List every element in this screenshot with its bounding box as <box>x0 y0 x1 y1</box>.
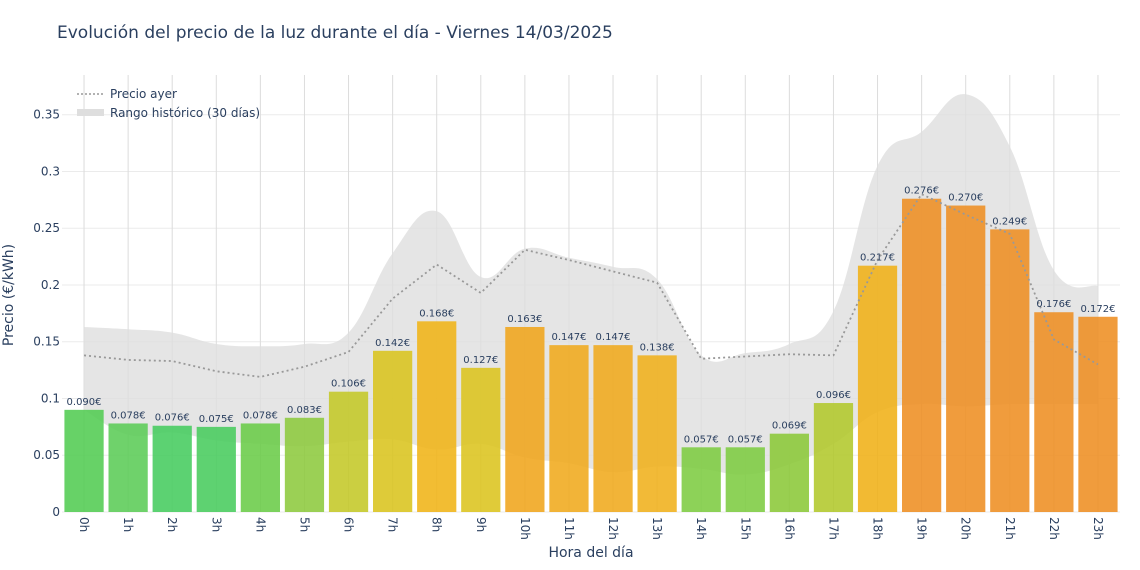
y-axis-ticks: 0 0.05 0.1 0.15 0.2 0.25 0.3 0.35 <box>33 108 60 519</box>
x-tick-label: 7h <box>386 517 400 532</box>
bar-value-label: 0.147€ <box>596 332 631 343</box>
price-bar-16h <box>769 433 809 512</box>
bar-value-label: 0.106€ <box>331 379 366 390</box>
x-tick-label: 3h <box>209 517 223 532</box>
bar-value-label: 0.075€ <box>199 414 234 425</box>
price-bar-9h <box>461 367 501 512</box>
bar-value-label: 0.057€ <box>684 434 719 445</box>
x-tick-label: 1h <box>121 517 135 532</box>
yesterday-price-line <box>83 193 1099 378</box>
price-bar-8h <box>417 321 457 512</box>
x-tick-label: 23h <box>1091 517 1105 540</box>
x-tick-label: 12h <box>606 517 620 540</box>
y-tick-label: 0.3 <box>41 164 60 178</box>
price-bar-13h <box>637 355 677 512</box>
legend-band-swatch <box>77 109 104 116</box>
y-tick-label: 0.1 <box>41 391 60 405</box>
x-tick-label: 13h <box>650 517 664 540</box>
bar-labels-group: 0.090€ 0.078€ 0.076€ 0.075€ 0.078€ 0.083€ 0.10… <box>67 186 1116 446</box>
bar-value-label: 0.142€ <box>375 338 410 349</box>
price-bar-1h <box>108 423 148 512</box>
price-bar-2h <box>152 425 192 512</box>
y-tick-label: 0 <box>52 505 60 519</box>
bar-value-label: 0.249€ <box>992 216 1027 227</box>
x-tick-label: 8h <box>430 517 444 532</box>
x-tick-label: 2h <box>165 517 179 532</box>
x-tick-label: 11h <box>562 517 576 540</box>
y-tick-label: 0.05 <box>33 448 60 462</box>
x-tick-label: 20h <box>959 517 973 540</box>
x-tick-label: 16h <box>782 517 796 540</box>
price-bar-19h <box>902 198 942 512</box>
bar-value-label: 0.147€ <box>551 332 586 343</box>
x-tick-label: 6h <box>342 517 356 532</box>
y-tick-label: 0.2 <box>41 278 60 292</box>
bar-value-label: 0.078€ <box>111 410 146 421</box>
price-bar-22h <box>1034 312 1074 512</box>
y-tick-label: 0.15 <box>33 335 60 349</box>
bar-value-label: 0.276€ <box>904 186 939 197</box>
y-tick-label: 0.35 <box>33 108 60 122</box>
bar-value-label: 0.083€ <box>287 405 322 416</box>
price-bar-21h <box>990 229 1030 512</box>
x-tick-label: 22h <box>1047 517 1061 540</box>
price-bar-12h <box>593 345 633 512</box>
bar-value-label: 0.096€ <box>816 390 851 401</box>
x-axis-ticks: 0h 1h 2h 3h 4h 5h 6h 7h 8h 9h 10h 11h 12h 13h 14h 15h 16… <box>77 517 1105 540</box>
legend-item-yesterday: Precio ayer <box>110 87 177 101</box>
price-bar-11h <box>549 345 589 512</box>
y-tick-label: 0.25 <box>33 221 60 235</box>
price-bar-18h <box>857 265 898 512</box>
x-axis-title: Hora del día <box>548 545 633 561</box>
bar-value-label: 0.168€ <box>419 308 454 319</box>
y-axis-title: Precio (€/kWh) <box>1 244 17 346</box>
historical-range-band <box>84 94 1098 475</box>
historical-range-area <box>84 94 1098 475</box>
x-tick-label: 0h <box>77 517 91 532</box>
x-tick-label: 14h <box>694 517 708 540</box>
price-bar-14h <box>681 447 721 512</box>
price-bar-6h <box>328 391 369 512</box>
bar-value-label: 0.176€ <box>1036 299 1071 310</box>
price-bar-17h <box>813 403 854 512</box>
bar-value-label: 0.270€ <box>948 193 983 204</box>
bar-value-label: 0.172€ <box>1080 304 1115 315</box>
x-tick-label: 17h <box>826 517 840 540</box>
bar-value-label: 0.057€ <box>728 434 763 445</box>
yesterday-price-polyline <box>83 193 1099 378</box>
legend: Precio ayer Rango histórico (30 días) <box>77 87 260 120</box>
price-bar-20h <box>946 205 986 512</box>
price-bar-23h <box>1078 316 1118 512</box>
bar-value-label: 0.138€ <box>640 342 675 353</box>
price-bar-4h <box>240 423 280 512</box>
x-tick-label: 9h <box>474 517 488 532</box>
bar-value-label: 0.078€ <box>243 410 278 421</box>
bar-value-label: 0.069€ <box>772 421 807 432</box>
x-tick-label: 4h <box>253 517 267 532</box>
price-bar-3h <box>196 426 236 512</box>
price-bar-5h <box>284 417 325 512</box>
price-bar-15h <box>725 447 765 512</box>
price-bar-0h <box>64 409 104 512</box>
bar-value-label: 0.076€ <box>155 413 190 424</box>
chart-title: Evolución del precio de la luz durante e… <box>57 23 613 43</box>
bar-value-label: 0.090€ <box>67 397 102 408</box>
bar-value-label: 0.127€ <box>463 355 498 366</box>
x-tick-label: 19h <box>915 517 929 540</box>
x-tick-label: 10h <box>518 517 532 540</box>
x-tick-label: 15h <box>738 517 752 540</box>
x-tick-label: 5h <box>297 517 311 532</box>
price-bar-10h <box>505 326 545 512</box>
bars-group <box>64 198 1118 512</box>
price-bar-7h <box>373 350 413 512</box>
x-tick-label: 18h <box>871 517 885 540</box>
bar-value-label: 0.217€ <box>860 253 895 264</box>
x-tick-label: 21h <box>1003 517 1017 540</box>
bar-value-label: 0.163€ <box>507 314 542 325</box>
legend-item-range: Rango histórico (30 días) <box>110 106 260 120</box>
